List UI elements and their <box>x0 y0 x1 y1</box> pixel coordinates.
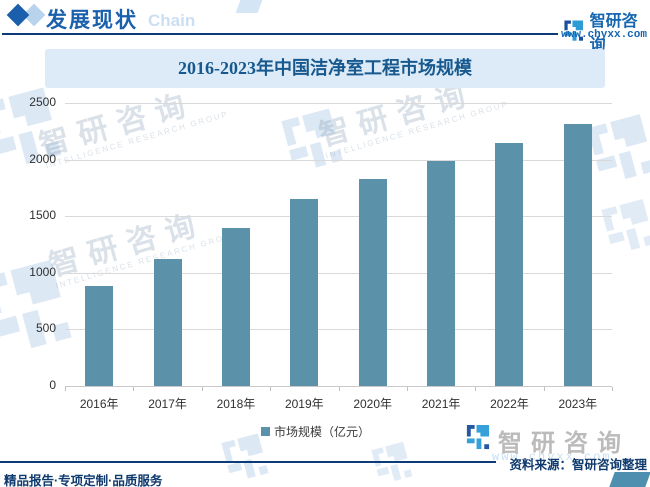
legend-swatch <box>261 427 270 436</box>
data-source: 资料来源：智研咨询整理 <box>509 458 647 472</box>
axis-tick <box>406 387 408 391</box>
section-title: 发展现状 <box>46 9 138 32</box>
x-axis-label: 2021年 <box>421 397 461 411</box>
chart-title: 2016-2023年中国洁净室工程市场规模 <box>178 58 472 78</box>
bar-2023年 <box>563 123 592 386</box>
y-axis-label: 2000 <box>29 151 56 166</box>
y-axis-label: 2500 <box>29 95 56 109</box>
x-axis-label: 2016年 <box>79 397 119 411</box>
axis-tick <box>338 387 340 391</box>
axis-tick <box>612 387 613 391</box>
gridline <box>65 216 612 218</box>
y-axis-label: 0 <box>49 378 56 392</box>
axis-tick <box>475 387 477 391</box>
bar-2017年 <box>153 258 182 386</box>
axis-tick <box>270 387 272 391</box>
gridline <box>65 272 612 274</box>
bar-2016年 <box>85 286 114 386</box>
x-axis-label: 2022年 <box>490 397 529 411</box>
axis-tick <box>543 387 545 391</box>
footer-tagline: 精品报告·专项定制·品质服务 <box>4 474 163 487</box>
brand-watermark-text: 智研咨询 <box>498 430 630 457</box>
x-axis-label: 2023年 <box>558 397 598 411</box>
watermark-url: www.chyxx.com <box>492 450 612 464</box>
brand-url: www.chyxx.com <box>561 29 647 41</box>
bar-2021年 <box>427 160 456 386</box>
x-axis-label: 2017年 <box>148 397 187 411</box>
section-ghost-text: Chain <box>148 11 196 30</box>
x-axis-label: 2019年 <box>284 397 324 411</box>
bar-2019年 <box>290 198 319 386</box>
zhiyan-logo-icon-large <box>464 424 491 456</box>
chart-title-band: 2016-2023年中国洁净室工程市场规模 <box>45 49 605 88</box>
gridline <box>65 103 612 104</box>
x-axis-label: 2020年 <box>353 397 393 411</box>
bar-2018年 <box>221 227 250 386</box>
axis-tick <box>133 387 135 391</box>
y-axis-label: 1000 <box>29 264 56 279</box>
y-axis-label: 1500 <box>29 208 56 223</box>
bar-2022年 <box>495 142 524 386</box>
bar-2020年 <box>358 178 387 386</box>
gridline <box>65 159 612 161</box>
legend: 市场规模（亿元） <box>261 423 370 440</box>
y-axis-label: 500 <box>35 321 56 336</box>
bar-chart: 0 500 1000 1500 2000 2500 2016年 2017年 2018年 2019年… <box>29 95 613 411</box>
x-axis-line <box>65 386 612 387</box>
legend-label: 市场规模（亿元） <box>274 425 371 439</box>
source-divider <box>0 461 496 463</box>
axis-tick <box>65 387 66 391</box>
axis-tick <box>201 387 203 391</box>
header-divider <box>2 33 558 35</box>
decor-parallelogram-bottom <box>609 472 650 487</box>
x-axis-label: 2018年 <box>216 397 256 411</box>
gridline <box>65 329 612 331</box>
